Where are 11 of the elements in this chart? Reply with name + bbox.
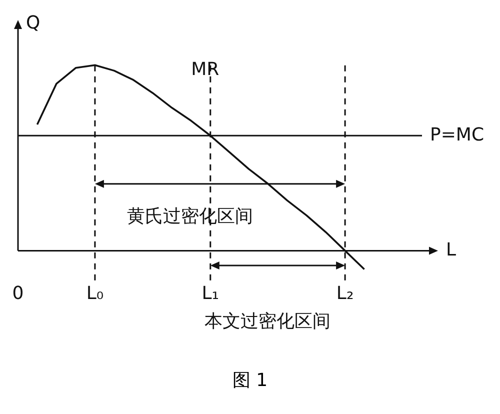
x-axis-title: L — [446, 239, 456, 260]
series-label: MR — [191, 58, 220, 80]
x-tick-label: 0 — [12, 282, 24, 304]
text: 本文过密化区间 — [204, 311, 331, 332]
caption: 图 1 — [231, 369, 269, 392]
ref-line-label: P=MC — [430, 124, 484, 146]
x-tick-label: L₁ — [202, 282, 220, 304]
annotation: 黄氏过密化区间 — [127, 206, 253, 227]
x-tick-label: L₀ — [86, 282, 104, 304]
y-axis-title: Q — [26, 12, 40, 34]
x-tick-label: L₂ — [336, 282, 354, 304]
